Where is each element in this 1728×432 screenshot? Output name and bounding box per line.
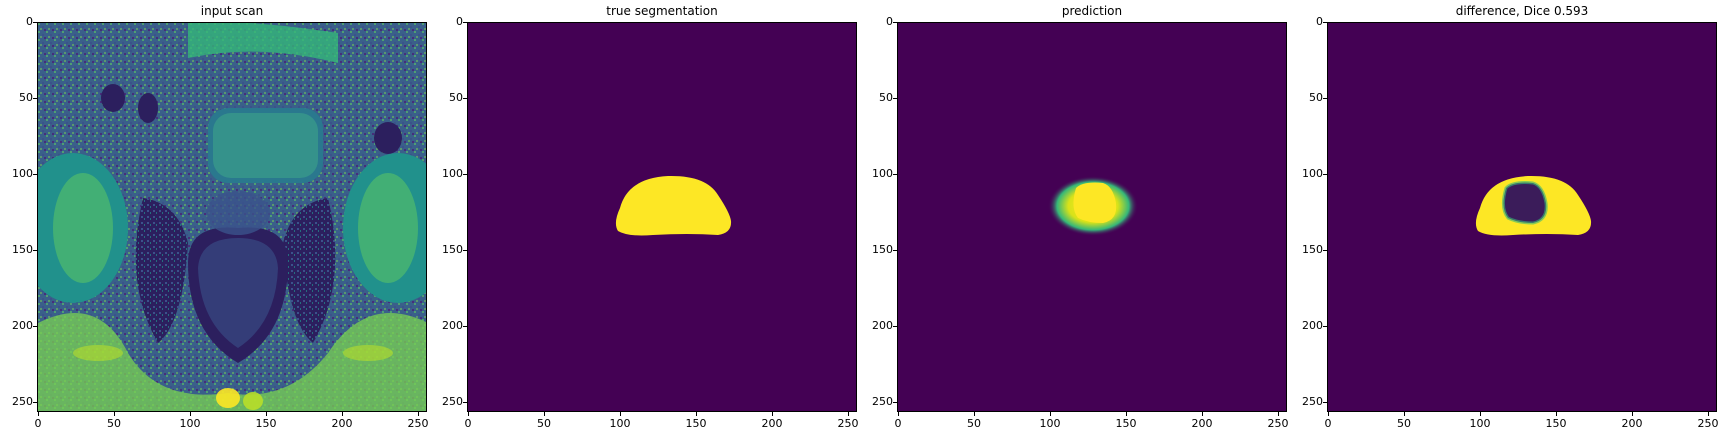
x-tick-label: 100 (609, 417, 631, 430)
panel-title: prediction (1061, 4, 1123, 18)
y-tick-label: 150 (442, 243, 463, 256)
y-tick-label: 0 (456, 15, 463, 28)
y-tick-label: 200 (1302, 319, 1323, 332)
y-tick-label: 250 (442, 395, 463, 408)
image-axes (37, 22, 427, 412)
segmentation-mask-image (615, 175, 732, 236)
x-tick-label: 150 (1545, 417, 1567, 430)
y-tick-label: 200 (872, 319, 893, 332)
x-tick-label: 0 (464, 417, 472, 430)
mri-scan-image (38, 23, 426, 411)
x-tick-label: 150 (255, 417, 277, 430)
y-tick-label: 250 (872, 395, 893, 408)
x-tick-label: 150 (685, 417, 707, 430)
x-tick-label: 100 (179, 417, 201, 430)
y-tick-label: 100 (1302, 167, 1323, 180)
x-tick-label: 250 (1267, 417, 1289, 430)
panel-prediction: prediction 0 50 100 150 200 250 0 50 100… (860, 0, 1291, 432)
x-tick-label: 100 (1039, 417, 1061, 430)
y-tick-label: 100 (12, 167, 33, 180)
x-tick-label: 250 (1697, 417, 1719, 430)
x-tick-label: 50 (1397, 417, 1411, 430)
y-tick-label: 100 (872, 167, 893, 180)
x-tick-label: 250 (407, 417, 429, 430)
x-tick-label: 50 (967, 417, 981, 430)
y-tick-label: 100 (442, 167, 463, 180)
y-tick-label: 0 (26, 15, 33, 28)
x-tick-label: 0 (1324, 417, 1332, 430)
panel-title: true segmentation (606, 4, 718, 18)
panel-title: difference, Dice 0.593 (1455, 4, 1589, 18)
image-axes (467, 22, 857, 412)
panel-input-scan: input scan (0, 0, 431, 432)
panel-true-segmentation: true segmentation 0 50 100 150 200 250 0… (430, 0, 861, 432)
y-tick-label: 200 (442, 319, 463, 332)
panel-title: input scan (200, 4, 264, 18)
panel-difference: difference, Dice 0.593 0 50 100 150 200 … (1290, 0, 1721, 432)
y-tick-label: 250 (12, 395, 33, 408)
x-tick-label: 150 (1115, 417, 1137, 430)
x-tick-label: 200 (761, 417, 783, 430)
image-axes (897, 22, 1287, 412)
y-tick-label: 50 (879, 91, 893, 104)
x-tick-label: 50 (107, 417, 121, 430)
x-tick-label: 0 (894, 417, 902, 430)
y-tick-label: 0 (1316, 15, 1323, 28)
y-tick-label: 150 (12, 243, 33, 256)
y-tick-label: 50 (449, 91, 463, 104)
x-tick-label: 200 (331, 417, 353, 430)
x-tick-label: 0 (34, 417, 42, 430)
x-tick-label: 200 (1191, 417, 1213, 430)
y-tick-label: 150 (872, 243, 893, 256)
image-axes (1327, 22, 1717, 412)
difference-mask-image (1475, 175, 1592, 236)
y-tick-label: 50 (19, 91, 33, 104)
x-tick-label: 50 (537, 417, 551, 430)
y-tick-label: 200 (12, 319, 33, 332)
x-tick-label: 200 (1621, 417, 1643, 430)
x-tick-label: 100 (1469, 417, 1491, 430)
y-tick-label: 150 (1302, 243, 1323, 256)
y-tick-label: 50 (1309, 91, 1323, 104)
y-tick-label: 250 (1302, 395, 1323, 408)
y-tick-label: 0 (886, 15, 893, 28)
x-tick-label: 250 (837, 417, 859, 430)
prediction-mask-image (1048, 176, 1138, 236)
